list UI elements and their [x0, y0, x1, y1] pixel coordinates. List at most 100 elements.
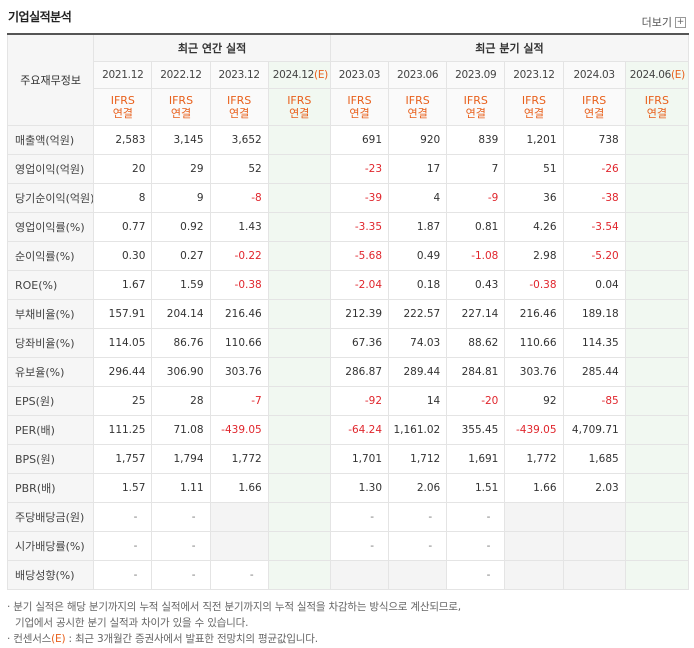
- value-cell: 1.66: [209, 473, 269, 503]
- value-cell: 2.03: [562, 473, 626, 503]
- table-row: 배당성향(%) - - - -: [6, 560, 690, 590]
- value-cell: -20: [446, 386, 506, 416]
- value-cell: [267, 212, 331, 242]
- value-cell: 4.26: [504, 212, 564, 242]
- value-cell: [267, 560, 331, 590]
- footnote-3: · 컨센서스(E) : 최근 3개월간 증권사에서 발표한 전망치의 평균값입니…: [7, 633, 318, 645]
- value-cell: -38: [562, 183, 626, 213]
- value-cell: -5.68: [329, 241, 390, 271]
- annual-group-header: 최근 연간 실적: [93, 33, 331, 62]
- value-cell: 738: [562, 125, 626, 155]
- row-label: 배당성향(%): [6, 560, 95, 590]
- row-label: 시가배당률(%): [6, 531, 95, 561]
- footnote-1: · 분기 실적은 해당 분기까지의 누적 실적에서 직전 분기까지의 누적 실적…: [7, 601, 461, 613]
- value-cell: [624, 357, 690, 387]
- value-cell: -: [151, 502, 211, 532]
- value-cell: -0.38: [209, 270, 269, 300]
- table-row: PBR(배) 1.57 1.11 1.66 1.30 2.06 1.51 1.66 2.03: [6, 473, 690, 503]
- value-cell: 4: [388, 183, 448, 213]
- value-cell: 1,757: [93, 444, 153, 474]
- value-cell: 14: [388, 386, 448, 416]
- table-row: 주당배당금(원) - - - - -: [6, 502, 690, 532]
- value-cell: 67.36: [329, 328, 390, 358]
- value-cell: 1.57: [93, 473, 153, 503]
- plus-box-icon[interactable]: +: [675, 16, 686, 28]
- value-cell: 212.39: [329, 299, 390, 329]
- ifrs-label: IFRS 연결: [267, 88, 331, 126]
- section-title: 기업실적분석: [8, 10, 72, 24]
- row-label: PBR(배): [6, 473, 95, 503]
- value-cell: 0.30: [93, 241, 153, 271]
- value-cell: [624, 183, 690, 213]
- table-row: 부채비율(%) 157.91 204.14 216.46 212.39 222.57 227…: [6, 299, 690, 329]
- row-label: ROE(%): [6, 270, 95, 300]
- more-label[interactable]: 더보기: [641, 16, 672, 29]
- value-cell: 7: [446, 154, 506, 184]
- table-row: 당좌비율(%) 114.05 86.76 110.66 67.36 74.03 88.62 1…: [6, 328, 690, 358]
- value-cell: [267, 270, 331, 300]
- value-cell: 52: [209, 154, 269, 184]
- value-cell: [504, 560, 564, 590]
- value-cell: [267, 154, 331, 184]
- value-cell: [624, 299, 690, 329]
- value-cell: [267, 299, 331, 329]
- table-row: 매출액(억원) 2,583 3,145 3,652 691 920 839 1,201 738: [6, 125, 690, 155]
- footnote-2: 기업에서 공시한 분기 실적과 차이가 있을 수 있습니다.: [15, 617, 249, 629]
- value-cell: -: [93, 531, 153, 561]
- value-cell: 1,772: [209, 444, 269, 474]
- value-cell: 29: [151, 154, 211, 184]
- ifrs-label: IFRS 연결: [329, 88, 390, 126]
- footnotes: · 분기 실적은 해당 분기까지의 누적 실적에서 직전 분기까지의 누적 실적…: [7, 599, 461, 647]
- value-cell: [329, 560, 390, 590]
- value-cell: 114.35: [562, 328, 626, 358]
- value-cell: 1.67: [93, 270, 153, 300]
- value-cell: 296.44: [93, 357, 153, 387]
- value-cell: 2,583: [93, 125, 153, 155]
- table-row: 시가배당률(%) - - - - -: [6, 531, 690, 561]
- row-label: PER(배): [6, 415, 95, 445]
- value-cell: 20: [93, 154, 153, 184]
- value-cell: [267, 241, 331, 271]
- period-header: 2024.06(E): [624, 61, 690, 89]
- period-header: 2022.12: [151, 61, 211, 89]
- period-header: 2024.03: [562, 61, 626, 89]
- value-cell: 0.18: [388, 270, 448, 300]
- more-link[interactable]: 더보기 +: [642, 14, 686, 30]
- value-cell: [562, 502, 626, 532]
- value-cell: -1.08: [446, 241, 506, 271]
- value-cell: 36: [504, 183, 564, 213]
- value-cell: [267, 531, 331, 561]
- row-label: BPS(원): [6, 444, 95, 474]
- period-header: 2023.12: [209, 61, 269, 89]
- value-cell: 25: [93, 386, 153, 416]
- value-cell: [562, 560, 626, 590]
- value-cell: 88.62: [446, 328, 506, 358]
- value-cell: -: [329, 531, 390, 561]
- row-label: 당기순이익(억원): [6, 183, 95, 213]
- value-cell: 74.03: [388, 328, 448, 358]
- value-cell: [624, 473, 690, 503]
- value-cell: -5.20: [562, 241, 626, 271]
- value-cell: -23: [329, 154, 390, 184]
- value-cell: 3,145: [151, 125, 211, 155]
- value-cell: 1,772: [504, 444, 564, 474]
- value-cell: 1,201: [504, 125, 564, 155]
- table-row: ROE(%) 1.67 1.59 -0.38 -2.04 0.18 0.43 -0.38 0.0…: [6, 270, 690, 300]
- value-cell: [504, 531, 564, 561]
- value-cell: 284.81: [446, 357, 506, 387]
- value-cell: [624, 154, 690, 184]
- value-cell: 920: [388, 125, 448, 155]
- value-cell: [624, 270, 690, 300]
- value-cell: [562, 531, 626, 561]
- table-row: 순이익률(%) 0.30 0.27 -0.22 -5.68 0.49 -1.08 2.98 -5…: [6, 241, 690, 271]
- row-label: 주당배당금(원): [6, 502, 95, 532]
- value-cell: -: [329, 502, 390, 532]
- value-cell: [624, 560, 690, 590]
- value-cell: -3.54: [562, 212, 626, 242]
- value-cell: [267, 125, 331, 155]
- table-row: PER(배) 111.25 71.08 -439.05 -64.24 1,161.02 35…: [6, 415, 690, 445]
- value-cell: 8: [93, 183, 153, 213]
- value-cell: [267, 183, 331, 213]
- value-cell: 0.49: [388, 241, 448, 271]
- value-cell: [267, 386, 331, 416]
